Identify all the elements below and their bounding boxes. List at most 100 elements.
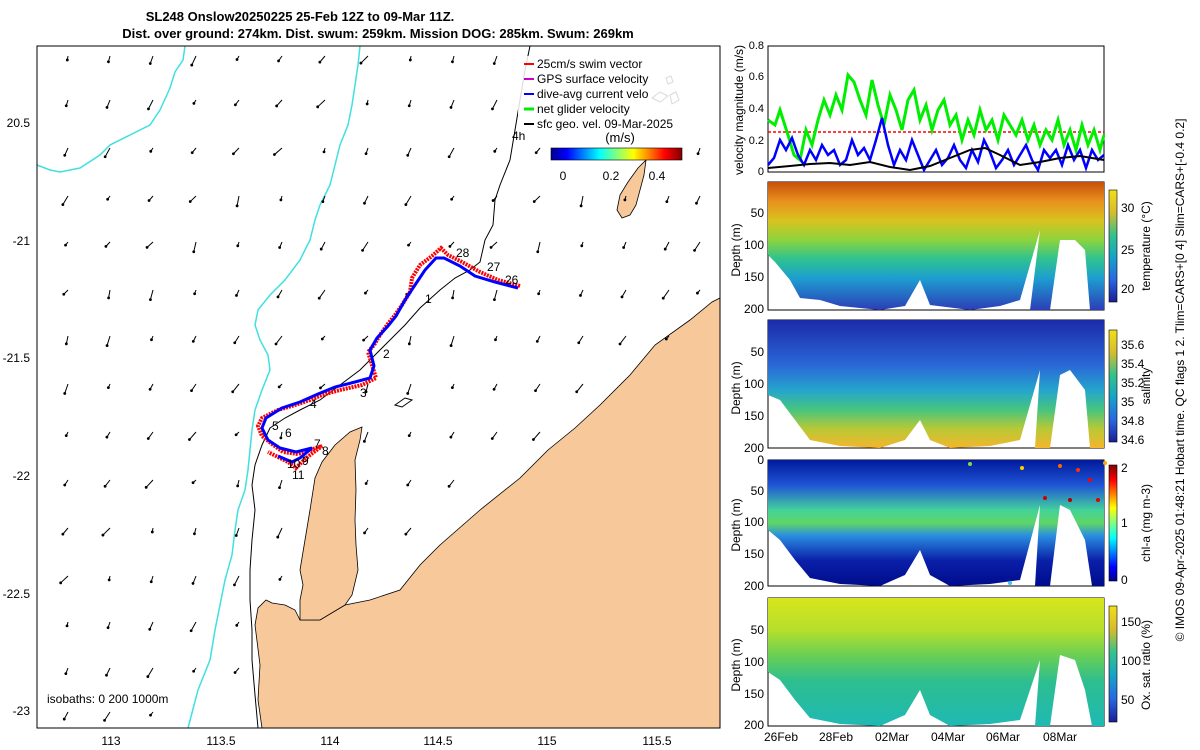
velocity-arrow — [360, 55, 369, 64]
velocity-arrow — [537, 241, 541, 252]
velocity-arrow-head — [450, 197, 454, 201]
velocity-arrow-head — [494, 338, 497, 342]
velocity-arrow — [60, 575, 69, 584]
sal-ytick-3: 200 — [744, 441, 764, 455]
map-title-line2: Dist. over ground: 274km. Dist. swum: 25… — [122, 26, 634, 41]
temp-ylabel: Depth (m) — [729, 223, 743, 276]
velocity-panel: 0 0.2 0.4 0.6 0.8 velocity magnitude (m/… — [732, 40, 1106, 178]
track-label-1: 1 — [425, 292, 432, 306]
velocity-arrow-head — [276, 535, 280, 539]
velocity-arrow — [64, 383, 69, 394]
sal-ytick-2: 150 — [744, 409, 764, 423]
velocity-arrow-head — [579, 294, 582, 297]
velocity-arrow-head — [622, 246, 626, 249]
ox-ytick-3: 200 — [744, 718, 764, 732]
velocity-arrow — [191, 55, 197, 66]
map-xtick-2: 114 — [320, 734, 339, 748]
glider-track-blue — [260, 256, 519, 464]
ox-ytick-1: 100 — [744, 655, 764, 669]
velocity-arrow-head — [406, 483, 410, 487]
legend-net-velocity: net glider velocity — [537, 102, 630, 116]
track-label-3: 3 — [360, 386, 367, 400]
velocity-arrow-head — [191, 339, 195, 343]
velocity-arrow-head — [235, 204, 239, 208]
velocity-arrow — [363, 431, 369, 442]
ox-ytick-2: 150 — [744, 687, 764, 701]
velocity-arrow — [318, 289, 326, 299]
velocity-arrow-head — [149, 713, 152, 717]
velocity-arrow-head — [492, 62, 496, 65]
map-frame — [36, 45, 721, 729]
sal-ytick-1: 100 — [744, 377, 764, 391]
velocity-arrow-head — [275, 104, 279, 108]
velocity-arrow-head — [449, 106, 453, 109]
velocity-arrow-head — [149, 298, 152, 302]
velocity-arrow-head — [107, 60, 110, 64]
chla-label: chl-a (mg m-3) — [1139, 484, 1153, 562]
velocity-arrow-head — [64, 434, 68, 437]
velocity-arrow-head — [101, 533, 105, 537]
legend-dive-avg: dive-avg current velo — [537, 87, 649, 101]
ox-cbar-150: 150 — [1121, 615, 1141, 629]
velocity-arrow-head — [236, 244, 240, 248]
chla-panel: 0 50 100 150 200 Depth (m) 2 1 0 chl-a (… — [729, 453, 1153, 593]
velocity-arrow-head — [233, 341, 237, 345]
velocity-arrow — [190, 621, 197, 631]
velocity-arrow-head — [321, 200, 325, 204]
velocity-arrow-head — [449, 435, 453, 439]
map-panel: 28 27 26 1 2 3 4 5 6 7 8 9 10 11 4h 25cm… — [36, 45, 721, 729]
velocity-arrow — [576, 383, 584, 393]
velocity-arrow-head — [107, 296, 111, 300]
velocity-arrow-head — [234, 433, 238, 437]
velocity-arrow-head — [364, 482, 368, 485]
velocity-arrow-head — [447, 484, 451, 488]
ox-label: Ox. sat. ratio (%) — [1139, 620, 1153, 710]
cbar-tick-2: 0.4 — [649, 169, 666, 183]
map-ytick-4: -22.5 — [3, 587, 31, 601]
velocity-arrow-head — [318, 60, 322, 64]
chla-cbar-1: 1 — [1121, 516, 1128, 530]
velocity-arrow-head — [406, 153, 410, 157]
map-xtick-3: 114.5 — [423, 734, 452, 748]
map-xtick-0: 113 — [101, 734, 120, 748]
velocity-arrow-head — [62, 292, 66, 296]
velocity-arrow-head — [232, 152, 235, 156]
net-velocity-series — [767, 71, 1106, 163]
velocity-arrow-head — [364, 390, 368, 394]
velocity-arrow-head — [320, 337, 324, 341]
isobath-1000 — [249, 45, 531, 729]
velocity-arrow-head — [407, 104, 411, 108]
velocity-arrow-head — [277, 385, 281, 389]
map-ytick-2: -21.5 — [3, 351, 31, 365]
track-label-6: 6 — [285, 426, 292, 440]
velocity-arrow — [493, 289, 498, 300]
velocity-arrow-head — [450, 386, 454, 390]
velocity-ylabel: velocity magnitude (m/s) — [732, 45, 746, 175]
velocity-arrow-head — [190, 151, 194, 155]
velocity-arrow — [234, 575, 240, 586]
velocity-arrow-head — [106, 197, 110, 201]
velocity-arrow — [236, 195, 240, 206]
velocity-arrow — [533, 431, 541, 440]
velocity-arrow-head — [105, 435, 109, 439]
temp-ytick-1: 100 — [744, 238, 764, 252]
chla-points — [968, 461, 1107, 585]
velocity-arrow-head — [106, 626, 110, 630]
temp-ytick-3: 200 — [744, 302, 764, 316]
velocity-arrow-head — [575, 390, 579, 394]
velocity-arrow-head — [63, 483, 67, 487]
map-xtick-4: 115 — [537, 734, 556, 748]
colorbar-units: (m/s) — [605, 130, 635, 145]
velocity-arrow — [232, 383, 240, 393]
track-label-5: 5 — [272, 419, 279, 433]
chla-cbar-2: 2 — [1121, 461, 1128, 475]
velocity-arrow-head — [319, 386, 322, 390]
velocity-arrow-head — [64, 342, 68, 346]
time-xtick-2: 02Mar — [875, 730, 909, 744]
velocity-arrow — [492, 99, 498, 110]
velocity-arrow-head — [319, 247, 323, 251]
velocity-arrow-head — [62, 717, 66, 721]
velocity-arrow-head — [364, 291, 367, 295]
ox-ytick-0: 50 — [751, 623, 765, 637]
velocity-arrow-head — [279, 198, 283, 202]
